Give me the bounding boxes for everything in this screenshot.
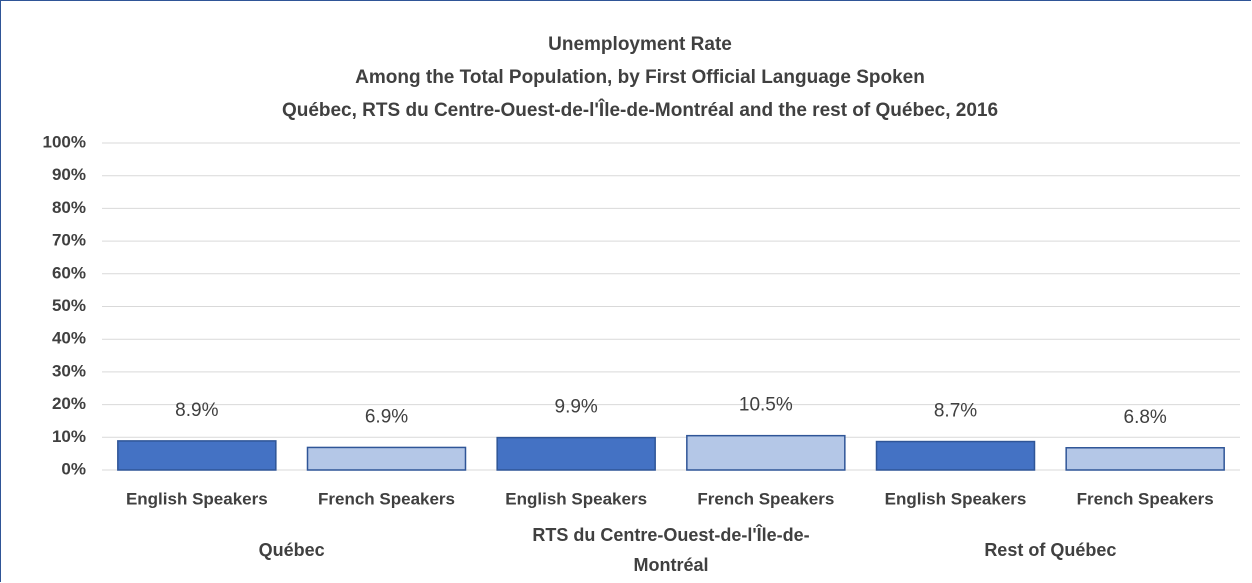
group-label: Rest of Québec [984,540,1117,560]
data-label: 10.5% [739,395,793,416]
y-tick-label: 100% [43,132,86,151]
data-label: 8.9% [175,400,218,421]
bar [686,434,846,471]
bar [1065,447,1225,471]
bar [875,440,1036,471]
y-tick-label: 30% [52,361,86,380]
chart-subtitle: Québec, RTS du Centre-Ouest-de-l'Île-de-… [282,99,998,121]
chart-subtitle: Among the Total Population, by First Off… [355,67,925,88]
data-label: 6.8% [1124,407,1167,428]
y-tick-label: 90% [52,165,86,184]
data-label: 8.7% [934,401,977,422]
data-label: 9.9% [555,397,598,418]
x-tick-label: French Speakers [697,489,834,508]
x-tick-label: English Speakers [505,489,647,508]
bar [496,436,656,471]
y-tick-label: 0% [61,459,86,478]
bar [117,440,277,471]
y-tick-label: 40% [52,329,86,348]
y-tick-label: 20% [52,394,86,413]
y-tick-label: 60% [52,263,86,282]
x-tick-label: French Speakers [1077,489,1214,508]
chart-title: Unemployment Rate [548,34,732,55]
x-tick-label: French Speakers [318,489,455,508]
data-label: 6.9% [365,406,408,427]
group-label: Québec [258,540,325,560]
y-tick-label: 10% [52,427,86,446]
x-tick-label: English Speakers [885,489,1027,508]
group-label: RTS du Centre-Ouest-de-l'Île-de-Montréal [532,525,810,575]
y-tick-label: 50% [52,296,86,315]
y-tick-label: 70% [52,231,86,250]
x-tick-label: English Speakers [126,489,268,508]
y-tick-label: 80% [52,198,86,217]
bar [306,446,467,471]
